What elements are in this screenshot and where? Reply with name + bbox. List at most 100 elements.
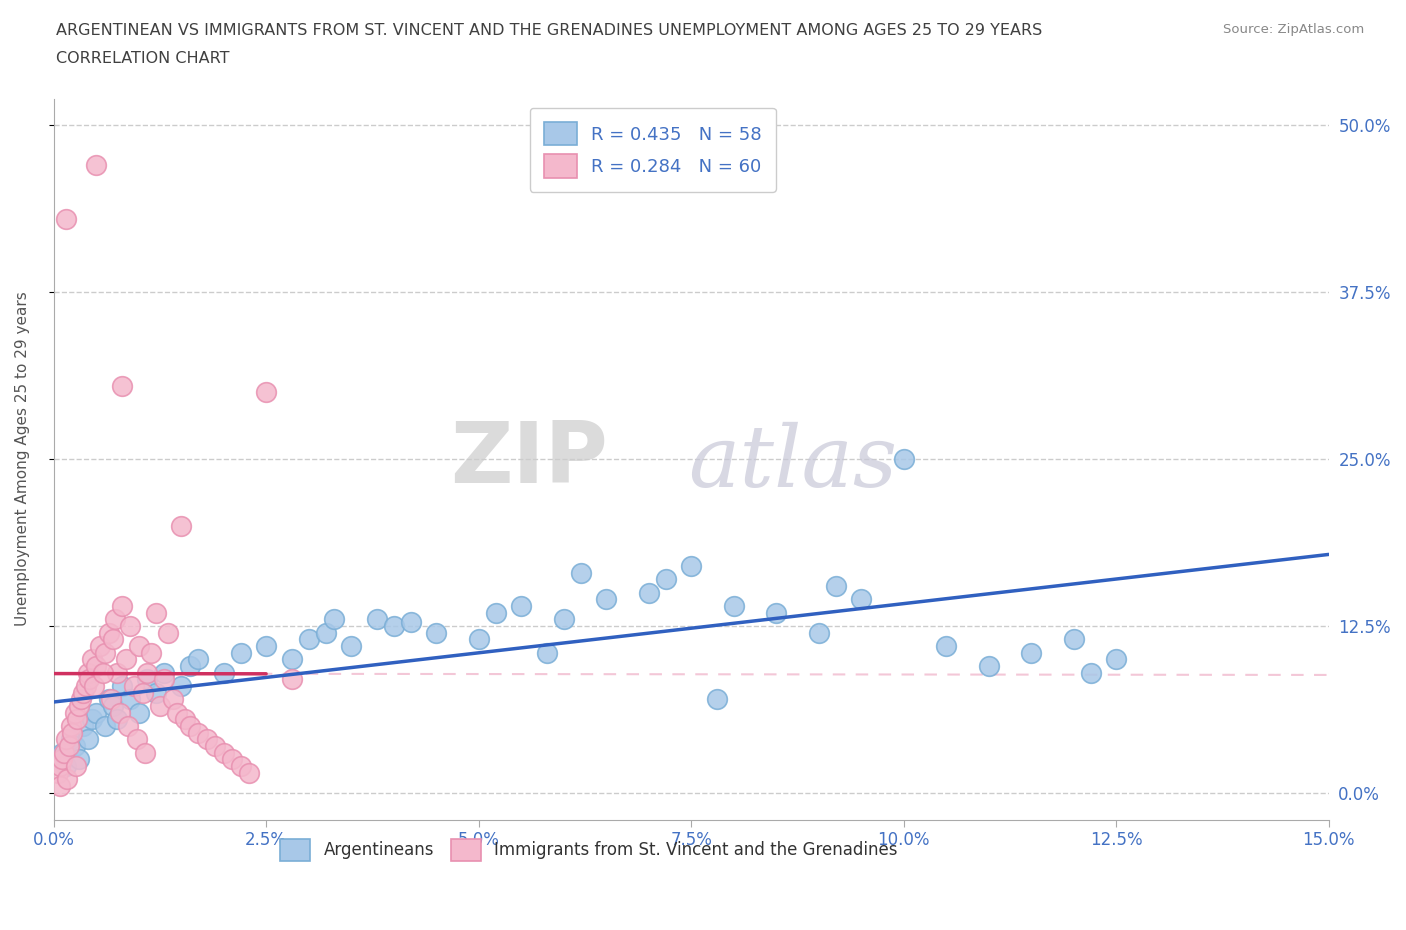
Text: atlas: atlas bbox=[689, 421, 897, 504]
Point bbox=[51, 752, 73, 767]
Point bbox=[55, 732, 77, 747]
Text: ARGENTINEAN VS IMMIGRANTS FROM ST. VINCENT AND THE GRENADINES UNEMPLOYMENT AMONG: ARGENTINEAN VS IMMIGRANTS FROM ST. VINCE… bbox=[56, 23, 1042, 38]
Y-axis label: Unemployment Among Ages 25 to 29 years: Unemployment Among Ages 25 to 29 years bbox=[15, 292, 30, 627]
Point bbox=[46, 752, 69, 767]
Point bbox=[63, 738, 86, 753]
Point bbox=[935, 639, 957, 654]
Point bbox=[80, 712, 103, 727]
Point bbox=[55, 759, 77, 774]
Point bbox=[323, 612, 346, 627]
Point bbox=[75, 679, 97, 694]
Point bbox=[212, 745, 235, 760]
Point bbox=[55, 211, 77, 226]
Text: Source: ZipAtlas.com: Source: ZipAtlas.com bbox=[1223, 23, 1364, 36]
Point bbox=[110, 679, 132, 694]
Point bbox=[485, 605, 508, 620]
Point bbox=[60, 725, 83, 740]
Point bbox=[120, 618, 142, 633]
Point bbox=[101, 698, 124, 713]
Point bbox=[195, 732, 218, 747]
Point bbox=[134, 745, 156, 760]
Point bbox=[366, 612, 388, 627]
Point bbox=[174, 712, 197, 727]
Point bbox=[238, 765, 260, 780]
Point bbox=[128, 639, 150, 654]
Point bbox=[977, 658, 1000, 673]
Point bbox=[849, 591, 872, 606]
Point bbox=[72, 685, 94, 700]
Point bbox=[51, 745, 73, 760]
Point bbox=[59, 732, 82, 747]
Point bbox=[254, 385, 277, 400]
Point bbox=[63, 705, 86, 720]
Text: CORRELATION CHART: CORRELATION CHART bbox=[56, 51, 229, 66]
Point bbox=[110, 599, 132, 614]
Point bbox=[67, 752, 90, 767]
Point bbox=[80, 652, 103, 667]
Point bbox=[117, 719, 139, 734]
Point bbox=[467, 631, 489, 646]
Point bbox=[765, 605, 787, 620]
Point bbox=[110, 379, 132, 393]
Point bbox=[170, 679, 193, 694]
Point bbox=[149, 698, 172, 713]
Point bbox=[84, 658, 107, 673]
Point bbox=[280, 652, 302, 667]
Point bbox=[76, 665, 98, 680]
Point bbox=[69, 692, 91, 707]
Point bbox=[179, 658, 201, 673]
Point bbox=[104, 612, 127, 627]
Point bbox=[136, 665, 159, 680]
Point bbox=[1105, 652, 1128, 667]
Point bbox=[1019, 645, 1042, 660]
Point bbox=[637, 585, 659, 600]
Point bbox=[97, 692, 120, 707]
Point bbox=[536, 645, 558, 660]
Point bbox=[83, 679, 105, 694]
Point bbox=[79, 672, 101, 687]
Point bbox=[97, 625, 120, 640]
Point bbox=[706, 692, 728, 707]
Point bbox=[654, 572, 676, 587]
Point bbox=[221, 752, 243, 767]
Point bbox=[807, 625, 830, 640]
Point bbox=[89, 639, 111, 654]
Point bbox=[595, 591, 617, 606]
Point bbox=[93, 645, 115, 660]
Point bbox=[59, 719, 82, 734]
Point bbox=[46, 765, 69, 780]
Point bbox=[166, 705, 188, 720]
Point bbox=[105, 665, 128, 680]
Point bbox=[115, 652, 138, 667]
Point bbox=[553, 612, 575, 627]
Point bbox=[91, 665, 114, 680]
Point bbox=[141, 645, 163, 660]
Point bbox=[298, 631, 321, 646]
Point bbox=[425, 625, 447, 640]
Point bbox=[212, 665, 235, 680]
Point bbox=[125, 732, 148, 747]
Point bbox=[136, 672, 159, 687]
Point bbox=[187, 725, 209, 740]
Text: ZIP: ZIP bbox=[450, 418, 609, 500]
Point bbox=[157, 625, 180, 640]
Point bbox=[204, 738, 226, 753]
Point bbox=[179, 719, 201, 734]
Point bbox=[132, 685, 155, 700]
Point bbox=[824, 578, 846, 593]
Point bbox=[315, 625, 337, 640]
Point bbox=[893, 452, 915, 467]
Point bbox=[108, 705, 131, 720]
Point bbox=[1080, 665, 1102, 680]
Point bbox=[254, 639, 277, 654]
Point bbox=[382, 618, 405, 633]
Point bbox=[170, 518, 193, 533]
Point bbox=[76, 732, 98, 747]
Point bbox=[56, 772, 79, 787]
Point bbox=[723, 599, 745, 614]
Point bbox=[145, 605, 167, 620]
Point bbox=[510, 599, 533, 614]
Point bbox=[128, 705, 150, 720]
Point bbox=[66, 712, 89, 727]
Point bbox=[72, 719, 94, 734]
